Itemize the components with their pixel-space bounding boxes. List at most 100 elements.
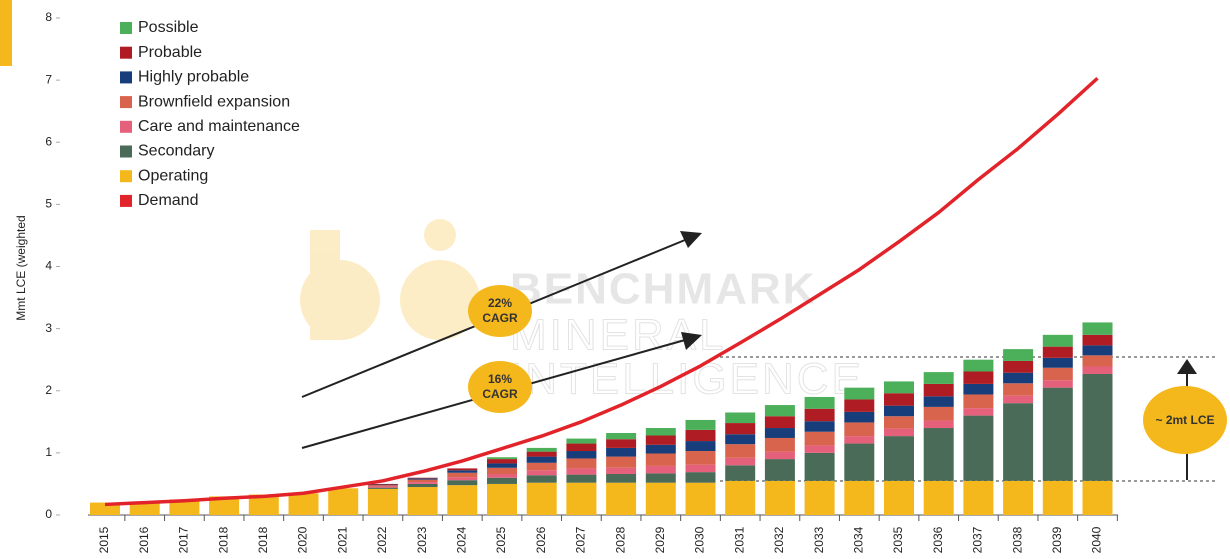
bar-segment	[685, 429, 716, 442]
x-tick-label: 2026	[534, 526, 548, 553]
watermark-logo	[300, 219, 480, 340]
bar-segment	[1082, 355, 1113, 367]
y-tick-label: 4	[45, 259, 52, 273]
bar-segment	[685, 441, 716, 452]
bar-segment	[1042, 357, 1073, 368]
bar-segment	[804, 445, 835, 453]
x-tick-label: 2023	[415, 526, 429, 553]
bar-segment	[645, 428, 676, 436]
bar-segment	[645, 453, 676, 466]
bar-segment	[645, 482, 676, 515]
bar-segment	[407, 479, 438, 483]
legend-label: Possible	[138, 19, 199, 36]
bar-segment	[1042, 334, 1073, 347]
x-tick-label: 2018	[216, 526, 230, 553]
x-tick-label: 2021	[335, 526, 349, 553]
bar-segment	[1042, 346, 1073, 358]
bar-segment	[566, 443, 597, 452]
bar-segment	[407, 483, 438, 488]
annotation: CAGR	[482, 311, 518, 325]
legend-swatch	[120, 170, 132, 183]
bar-segment	[1042, 387, 1073, 481]
bar-segment	[923, 406, 954, 421]
annotation: 16%	[488, 372, 512, 386]
bar-segment	[328, 488, 359, 515]
bar-segment	[487, 473, 517, 478]
bar-segment	[685, 472, 716, 483]
bar-segment	[844, 422, 875, 437]
bar-segment	[923, 428, 954, 481]
legend-swatch	[120, 194, 132, 207]
x-tick-label: 2038	[1010, 526, 1024, 553]
bar-segment	[1082, 480, 1113, 515]
bar-segment	[526, 475, 557, 483]
bar-segment	[645, 473, 676, 483]
bar-segment	[804, 452, 835, 481]
bar-segment	[447, 468, 478, 471]
bar-segment	[367, 485, 398, 487]
legend-swatch	[120, 145, 132, 158]
legend-swatch	[120, 22, 132, 34]
bar-segment	[725, 412, 756, 424]
annotation-badge	[468, 361, 532, 413]
bar-segment	[645, 465, 676, 474]
bar-segment	[645, 444, 676, 454]
bar-segment	[1082, 334, 1113, 346]
bar-segment	[1003, 395, 1034, 404]
bar-segment	[1003, 372, 1034, 384]
bar-segment	[1042, 380, 1073, 388]
bar-segment	[1082, 322, 1113, 335]
bar-segment	[725, 457, 756, 466]
bar-segment	[963, 394, 994, 409]
y-tick-label: 1	[45, 445, 52, 459]
bar-segment	[1003, 403, 1034, 481]
x-tick-label: 2029	[653, 526, 667, 553]
legend-label: Operating	[138, 167, 208, 184]
x-tick-label: 2018	[256, 526, 270, 553]
x-tick-label: 2024	[454, 526, 468, 553]
x-tick-label: 2033	[812, 526, 826, 553]
bar-segment	[566, 438, 597, 444]
bar-segment	[844, 480, 875, 515]
bar-segment	[566, 451, 597, 459]
x-tick-label: 2030	[693, 526, 707, 553]
x-tick-label: 2016	[137, 526, 151, 553]
bar-segment	[447, 472, 478, 478]
y-tick-label: 8	[45, 10, 52, 24]
bar-segment	[487, 483, 517, 515]
bar-segment	[884, 436, 914, 481]
bar-segment	[923, 383, 954, 397]
bar-segment	[288, 493, 319, 515]
demand-line	[104, 76, 1099, 507]
bar-segment	[963, 415, 994, 481]
bar-segment	[884, 416, 914, 429]
bar-segment	[764, 428, 795, 438]
bar-segment	[169, 499, 200, 515]
bar-segment	[1003, 383, 1034, 396]
legend-swatch	[120, 120, 132, 133]
bar-segment	[606, 456, 637, 468]
bar-segment	[526, 447, 557, 452]
bar-segment	[884, 393, 914, 406]
x-tick-label: 2032	[772, 526, 786, 553]
watermark: BENCHMARK	[510, 265, 816, 314]
bar-segment	[566, 482, 597, 515]
x-tick-label: 2022	[375, 526, 389, 553]
bar-segment	[487, 457, 517, 460]
bar-segment	[1082, 366, 1113, 374]
bar-segment	[963, 383, 994, 395]
bar-segment	[725, 480, 756, 515]
bar-segment	[606, 447, 637, 457]
bar-segment	[923, 480, 954, 515]
annotation: ~ 2mt LCE	[1155, 413, 1214, 427]
legend-label: Brownfield expansion	[138, 93, 290, 110]
bar-segment	[367, 487, 398, 489]
bar-segment	[963, 480, 994, 515]
x-tick-label: 2034	[851, 526, 865, 553]
bar-segment	[725, 434, 756, 445]
bar-segment	[804, 431, 835, 446]
x-tick-label: 2036	[931, 526, 945, 553]
bar-segment	[487, 477, 517, 484]
bar-segment	[645, 435, 676, 445]
x-tick-label: 2031	[732, 526, 746, 553]
